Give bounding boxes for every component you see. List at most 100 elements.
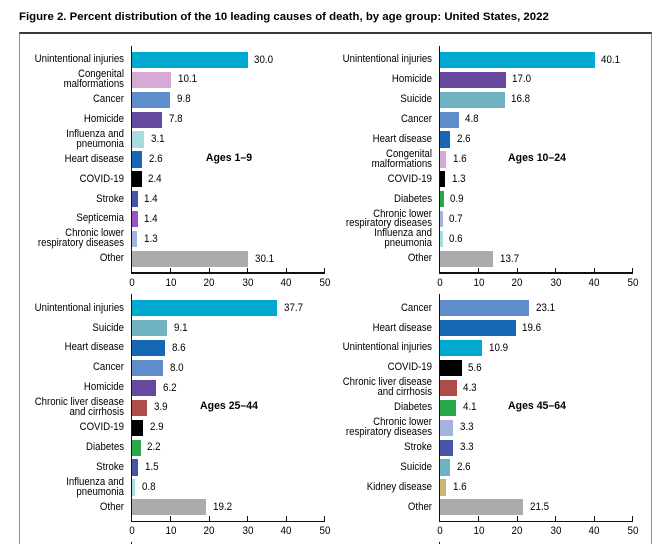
age-group-label: Ages 45–64 [508, 399, 567, 412]
value-label: 5.6 [468, 361, 482, 374]
figure-title: Figure 2. Percent distribution of the 10… [19, 11, 549, 23]
x-axis-tick [593, 267, 595, 273]
bar-suicide [132, 320, 168, 337]
bar-homicide [132, 379, 157, 397]
value-label: 4.1 [462, 401, 477, 414]
value-label: 21.5 [529, 500, 549, 513]
x-axis-tick-label: 20 [203, 525, 215, 538]
bar-chronic-lower-respiratory-diseases [132, 230, 138, 248]
value-label: 4.3 [463, 381, 477, 394]
bar-suicide [440, 459, 451, 476]
value-label: 2.6 [148, 153, 163, 166]
age-group-label: Ages 25–44 [200, 399, 259, 412]
category-label: Influenza and pneumonia [374, 227, 433, 250]
value-label: 16.8 [511, 93, 531, 106]
category-label: Influenza and pneumonia [66, 127, 125, 150]
value-label: 8.6 [171, 341, 186, 354]
bar-cancer [440, 111, 459, 128]
x-axis-tick-label: 30 [550, 525, 562, 538]
bar-unintentional-injuries [132, 51, 248, 69]
y-axis [130, 46, 133, 275]
bar-homicide [440, 71, 506, 88]
x-axis-tick [555, 267, 557, 273]
category-label: COVID-19 [80, 421, 125, 434]
category-label: Chronic liver disease and cirrhosis [343, 376, 433, 399]
category-label: Chronic liver disease and cirrhosis [35, 396, 125, 418]
category-label: COVID-19 [388, 172, 433, 185]
category-label: Heart disease [65, 341, 125, 354]
x-axis-tick [208, 515, 210, 521]
category-label: Stroke [96, 460, 125, 473]
value-label: 30.1 [254, 252, 274, 265]
value-label: 0.9 [450, 192, 464, 205]
bar-congenital-malformations [132, 71, 172, 88]
value-label: 37.7 [283, 301, 304, 314]
value-label: 4.8 [465, 113, 479, 126]
x-axis-tick-label: 30 [242, 277, 254, 289]
value-label: 19.2 [212, 500, 232, 513]
x-axis-tick-label: 20 [511, 525, 523, 538]
x-axis-tick-label: 0 [437, 277, 444, 289]
x-axis-tick-label: 10 [473, 525, 485, 538]
bar-stroke [132, 191, 138, 208]
value-label: 0.7 [449, 212, 464, 225]
category-label: Congenital malformations [63, 68, 125, 90]
value-label: 7.8 [168, 113, 183, 126]
value-label: 1.6 [452, 481, 467, 494]
x-axis-tick [593, 515, 595, 521]
category-label: Cancer [401, 112, 433, 125]
category-label: Suicide [92, 321, 125, 334]
category-label: Unintentional injuries [343, 341, 433, 354]
bar-other [440, 250, 494, 268]
bar-heart-disease [440, 131, 451, 148]
bar-other [132, 250, 249, 268]
x-axis [438, 520, 634, 523]
value-label: 1.3 [143, 232, 158, 245]
category-label: COVID-19 [80, 172, 125, 185]
bar-cancer [440, 300, 530, 317]
value-label: 3.3 [459, 421, 474, 434]
bar-chronic-liver-disease-and-cirrhosis [440, 379, 457, 397]
x-axis-tick [247, 515, 249, 521]
x-axis-tick [516, 515, 518, 521]
x-axis-tick-label: 50 [627, 277, 639, 289]
x-axis-tick [324, 515, 326, 521]
value-label: 23.1 [535, 301, 555, 314]
category-label: Homicide [392, 73, 433, 86]
bar-suicide [440, 91, 505, 108]
x-axis-tick [478, 515, 480, 521]
value-label: 2.2 [147, 441, 161, 454]
x-axis-tick-label: 30 [550, 277, 562, 289]
category-label: Diabetes [394, 192, 433, 205]
category-label: Stroke [96, 192, 125, 205]
category-label: Cancer [401, 301, 433, 314]
bar-heart-disease [440, 320, 516, 337]
category-label: Suicide [400, 93, 433, 106]
value-label: 3.1 [150, 133, 165, 146]
category-label: Cancer [93, 93, 125, 106]
x-axis-tick-label: 0 [129, 525, 136, 538]
bar-cancer [132, 359, 164, 377]
category-label: Other [100, 500, 125, 513]
value-label: 19.6 [522, 321, 542, 334]
bar-kidney-disease [440, 479, 447, 496]
bar-covid-19 [440, 359, 462, 377]
x-axis [438, 272, 634, 275]
category-label: Homicide [84, 112, 125, 125]
category-label: Septicemia [76, 212, 125, 225]
value-label: 0.8 [141, 481, 156, 494]
bar-diabetes [132, 439, 141, 456]
value-label: 1.6 [452, 153, 467, 166]
category-label: Unintentional injuries [343, 53, 433, 66]
x-axis-tick-label: 40 [280, 525, 292, 538]
x-axis-tick [285, 267, 287, 273]
bar-unintentional-injuries [440, 51, 595, 69]
x-axis-tick-label: 30 [242, 525, 254, 538]
category-label: Cancer [93, 361, 125, 374]
bar-stroke [132, 459, 139, 476]
category-label: Other [100, 252, 125, 265]
x-axis-tick-label: 50 [319, 525, 331, 538]
value-label: 1.3 [451, 172, 466, 185]
bar-chronic-lower-respiratory-diseases [440, 419, 453, 436]
value-label: 30.0 [254, 53, 274, 66]
